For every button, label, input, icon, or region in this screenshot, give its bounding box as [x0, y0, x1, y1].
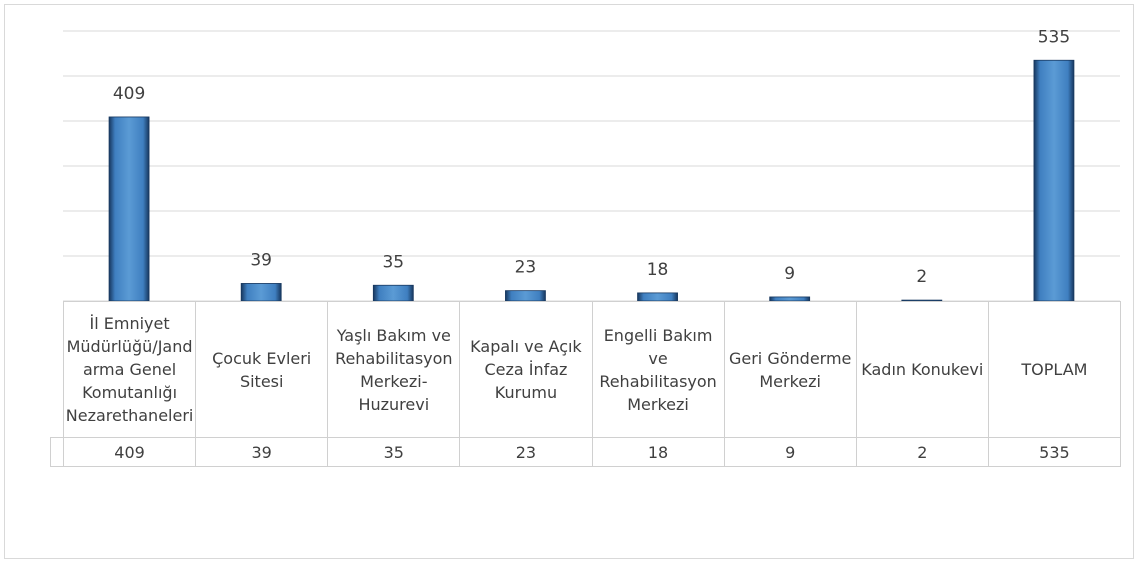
value-cell: 18 — [591, 437, 725, 467]
legend-key-cell — [50, 437, 64, 467]
value-cell: 2 — [855, 437, 989, 467]
category-cell: Engelli Bakım ve Rehabilitasyon Merkezi — [591, 301, 725, 438]
value-cell: 9 — [723, 437, 857, 467]
bar — [1033, 59, 1075, 302]
value-cell: 535 — [987, 437, 1121, 467]
category-cell: Kadın Konukevi — [855, 301, 989, 438]
bar — [240, 283, 282, 302]
category-cell: Yaşlı Bakım ve Rehabilitasyon Merkezi-Hu… — [327, 301, 461, 438]
bar — [505, 290, 546, 302]
category-cell: TOPLAM — [987, 301, 1121, 438]
category-cell: Kapalı ve Açık Ceza İnfaz Kurumu — [459, 301, 593, 438]
data-label: 18 — [647, 260, 669, 280]
value-cell: 39 — [195, 437, 329, 467]
value-cell: 23 — [459, 437, 593, 467]
data-label: 35 — [382, 252, 404, 272]
category-cell: Çocuk Evleri Sitesi — [195, 301, 329, 438]
data-label: 2 — [916, 267, 927, 287]
category-cell: Geri Gönderme Merkezi — [723, 301, 857, 438]
chart-frame — [4, 4, 1134, 559]
data-label: 9 — [784, 264, 795, 284]
data-label: 409 — [113, 84, 145, 104]
data-label: 39 — [250, 250, 272, 270]
bar — [637, 292, 678, 302]
value-cell: 409 — [63, 437, 197, 467]
bar — [372, 284, 414, 302]
value-cell: 35 — [327, 437, 461, 467]
category-cell: İl Emniyet Müdürlüğü/Jandarma Genel Komu… — [63, 301, 197, 438]
data-label: 23 — [515, 258, 537, 278]
data-label: 535 — [1038, 27, 1070, 47]
bar — [108, 116, 150, 302]
